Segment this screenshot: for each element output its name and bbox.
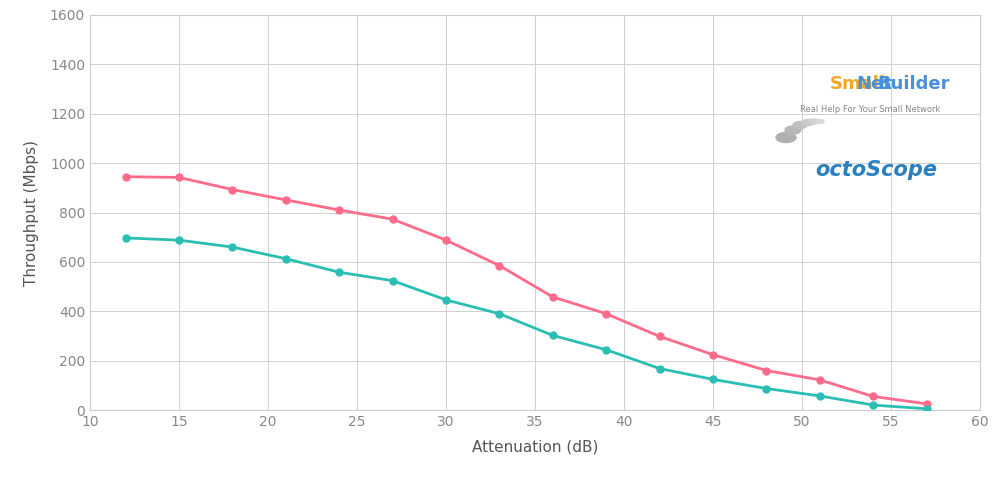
asus_gtaxe11000_6ghz_up_160mhz_ch37.csv — [440, 237, 452, 243]
asus_gtaxe11000_6ghz_up_80mhz_ch37.csv — [654, 366, 666, 372]
asus_gtaxe11000_6ghz_up_80mhz_ch37.csv — [173, 237, 185, 243]
asus_gtaxe11000_6ghz_up_160mhz_ch37.csv — [280, 197, 292, 203]
asus_gtaxe11000_6ghz_up_160mhz_ch37.csv — [707, 352, 719, 358]
asus_gtaxe11000_6ghz_up_80mhz_ch37.csv — [120, 235, 132, 241]
asus_gtaxe11000_6ghz_up_160mhz_ch37.csv — [173, 174, 185, 180]
asus_gtaxe11000_6ghz_up_160mhz_ch37.csv — [333, 207, 345, 213]
asus_gtaxe11000_6ghz_up_80mhz_ch37.csv — [814, 393, 826, 399]
asus_gtaxe11000_6ghz_up_160mhz_ch37.csv — [387, 216, 399, 222]
asus_gtaxe11000_6ghz_up_80mhz_ch37.csv — [387, 278, 399, 283]
Line: asus_gtaxe11000_6ghz_up_80mhz_ch37.csv: asus_gtaxe11000_6ghz_up_80mhz_ch37.csv — [122, 234, 930, 412]
asus_gtaxe11000_6ghz_up_160mhz_ch37.csv — [814, 377, 826, 383]
asus_gtaxe11000_6ghz_up_80mhz_ch37.csv — [921, 406, 933, 412]
asus_gtaxe11000_6ghz_up_160mhz_ch37.csv — [760, 368, 772, 374]
Line: asus_gtaxe11000_6ghz_up_160mhz_ch37.csv: asus_gtaxe11000_6ghz_up_160mhz_ch37.csv — [122, 173, 930, 408]
asus_gtaxe11000_6ghz_up_80mhz_ch37.csv — [226, 244, 238, 250]
asus_gtaxe11000_6ghz_up_80mhz_ch37.csv — [333, 269, 345, 275]
Text: Net: Net — [856, 75, 892, 93]
asus_gtaxe11000_6ghz_up_80mhz_ch37.csv — [493, 310, 505, 316]
asus_gtaxe11000_6ghz_up_80mhz_ch37.csv — [600, 347, 612, 353]
asus_gtaxe11000_6ghz_up_80mhz_ch37.csv — [440, 297, 452, 303]
asus_gtaxe11000_6ghz_up_80mhz_ch37.csv — [867, 402, 879, 408]
asus_gtaxe11000_6ghz_up_160mhz_ch37.csv — [493, 262, 505, 268]
asus_gtaxe11000_6ghz_up_80mhz_ch37.csv — [280, 256, 292, 262]
asus_gtaxe11000_6ghz_up_160mhz_ch37.csv — [600, 310, 612, 316]
asus_gtaxe11000_6ghz_up_160mhz_ch37.csv — [547, 294, 559, 300]
Y-axis label: Throughput (Mbps): Throughput (Mbps) — [24, 140, 39, 286]
X-axis label: Attenuation (dB): Attenuation (dB) — [472, 440, 598, 455]
asus_gtaxe11000_6ghz_up_160mhz_ch37.csv — [120, 174, 132, 180]
Text: Small: Small — [830, 75, 886, 93]
asus_gtaxe11000_6ghz_up_80mhz_ch37.csv — [707, 376, 719, 382]
Text: Builder: Builder — [877, 75, 950, 93]
asus_gtaxe11000_6ghz_up_80mhz_ch37.csv — [547, 332, 559, 338]
asus_gtaxe11000_6ghz_up_160mhz_ch37.csv — [654, 334, 666, 340]
asus_gtaxe11000_6ghz_up_160mhz_ch37.csv — [921, 401, 933, 407]
asus_gtaxe11000_6ghz_up_160mhz_ch37.csv — [867, 394, 879, 400]
Text: octoScope: octoScope — [815, 160, 937, 180]
asus_gtaxe11000_6ghz_up_160mhz_ch37.csv — [226, 186, 238, 192]
Text: Real Help For Your Small Network: Real Help For Your Small Network — [800, 105, 940, 114]
asus_gtaxe11000_6ghz_up_80mhz_ch37.csv — [760, 386, 772, 392]
